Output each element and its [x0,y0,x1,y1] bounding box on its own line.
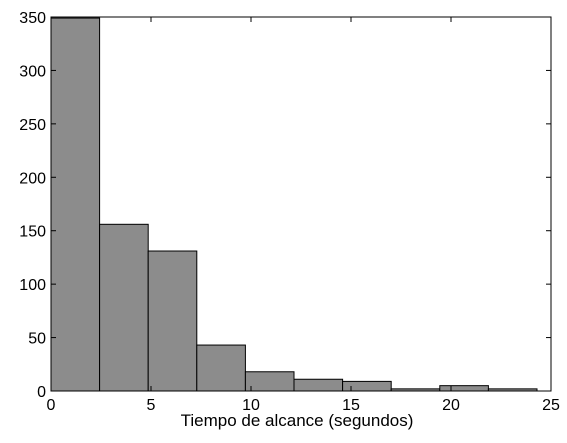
y-tick-label-2: 100 [19,277,46,294]
histogram-bar-5 [244,371,295,392]
histogram-bar-2 [99,223,149,392]
histogram-bar-1 [50,17,101,392]
x-tick-label-1: 5 [147,397,156,414]
histogram-bar-7 [342,380,392,392]
histogram-bar-4 [196,344,246,392]
y-tick-label-0: 0 [37,384,46,401]
histogram-bar-3 [147,250,198,392]
x-axis-label: Tiempo de alcance (segundos) [181,411,414,430]
x-tick-label-5: 25 [542,397,560,414]
histogram-bars [50,17,538,392]
y-tick-label-3: 150 [19,224,46,241]
x-tick-label-0: 0 [47,397,56,414]
y-tick-label-7: 350 [19,10,46,27]
x-tick-label-3: 15 [342,397,360,414]
histogram-bar-6 [293,378,344,392]
y-tick-label-4: 200 [19,170,46,187]
plot-frame [50,16,552,392]
y-tick-label-1: 50 [28,331,46,348]
x-tick-label-2: 10 [242,397,260,414]
y-tick-label-5: 250 [19,117,46,134]
x-tick-label-4: 20 [442,397,460,414]
histogram-bar-9 [439,385,489,392]
y-tick-label-6: 300 [19,63,46,80]
